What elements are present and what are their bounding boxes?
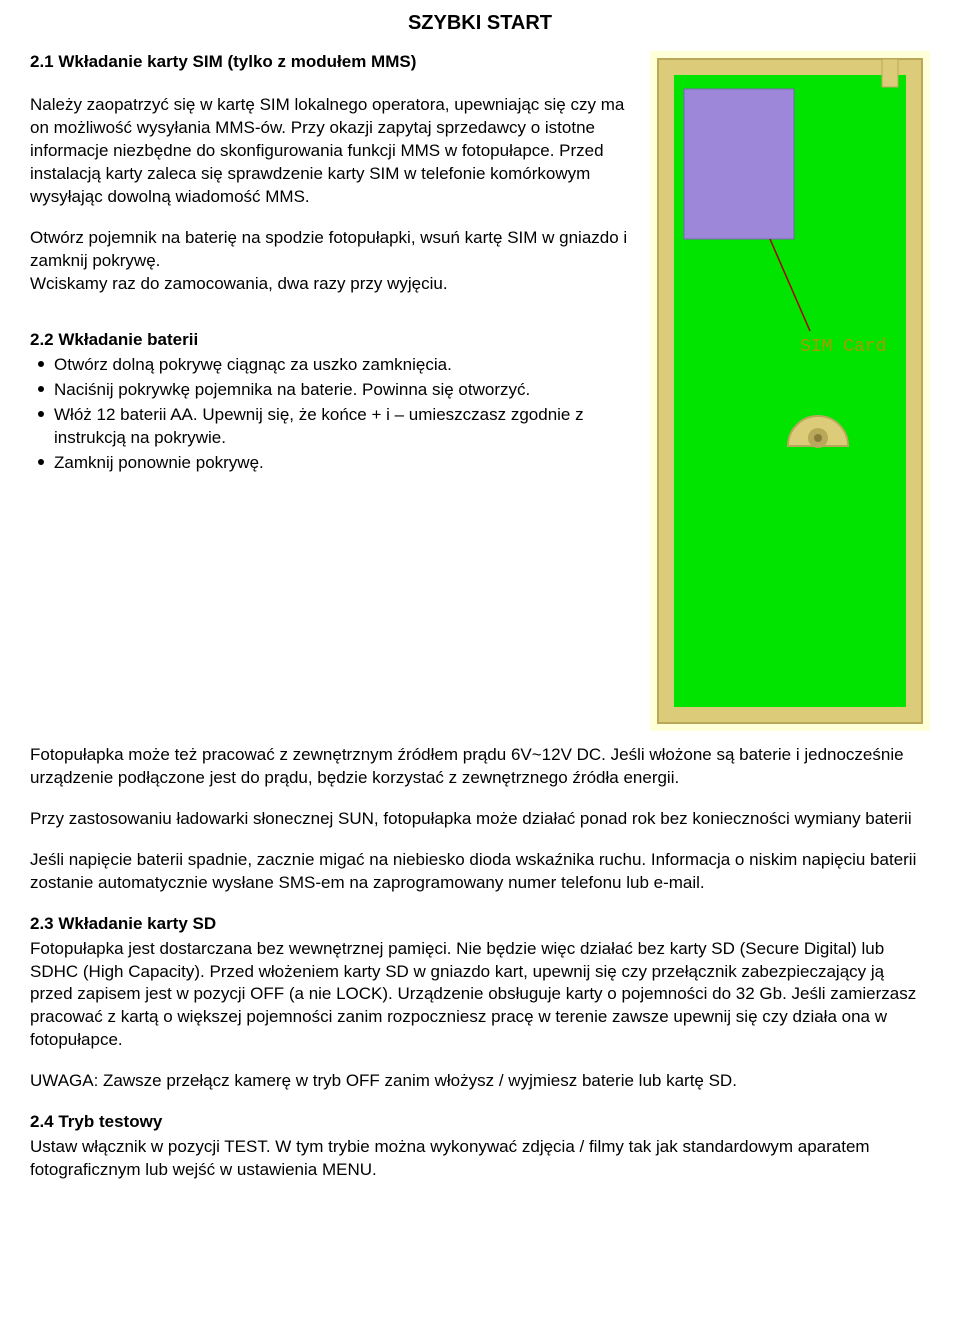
list-item: Naciśnij pokrywkę pojemnika na baterie. … [30, 379, 630, 402]
section-2-3-p1: Fotopułapka jest dostarczana bez wewnętr… [30, 938, 930, 1053]
list-item: Włóż 12 baterii AA. Upewnij się, że końc… [30, 404, 630, 450]
lower-section: Fotopułapka może też pracować z zewnętrz… [30, 744, 930, 1182]
section-2-2-heading: 2.2 Wkładanie baterii [30, 329, 630, 352]
lower-p3: Jeśli napięcie baterii spadnie, zacznie … [30, 849, 930, 895]
list-item: Zamknij ponownie pokrywę. [30, 452, 630, 475]
page-title: SZYBKI START [30, 10, 930, 37]
section-2-3-p2: UWAGA: Zawsze przełącz kamerę w tryb OFF… [30, 1070, 930, 1093]
section-2-1-p3: Wciskamy raz do zamocowania, dwa razy pr… [30, 273, 630, 296]
text-column: 2.1 Wkładanie karty SIM (tylko z modułem… [30, 51, 630, 738]
diagram-column: SIM Card [650, 51, 930, 738]
section-2-4-p1: Ustaw włącznik w pozycji TEST. W tym try… [30, 1136, 930, 1182]
device-diagram: SIM Card [650, 51, 930, 731]
top-columns: 2.1 Wkładanie karty SIM (tylko z modułem… [30, 51, 930, 738]
lower-p1: Fotopułapka może też pracować z zewnętrz… [30, 744, 930, 790]
section-2-4-heading: 2.4 Tryb testowy [30, 1111, 930, 1134]
section-2-3-heading: 2.3 Wkładanie karty SD [30, 913, 930, 936]
section-2-2-list: Otwórz dolną pokrywę ciągnąc za uszko za… [30, 354, 630, 475]
section-2-1-heading: 2.1 Wkładanie karty SIM (tylko z modułem… [30, 51, 630, 74]
list-item: Otwórz dolną pokrywę ciągnąc za uszko za… [30, 354, 630, 377]
section-2-1-p2: Otwórz pojemnik na baterię na spodzie fo… [30, 227, 630, 273]
section-2-1-p1: Należy zaopatrzyć się w kartę SIM lokaln… [30, 94, 630, 209]
sim-card-label: SIM Card [800, 337, 886, 357]
lower-p2: Przy zastosowaniu ładowarki słonecznej S… [30, 808, 930, 831]
